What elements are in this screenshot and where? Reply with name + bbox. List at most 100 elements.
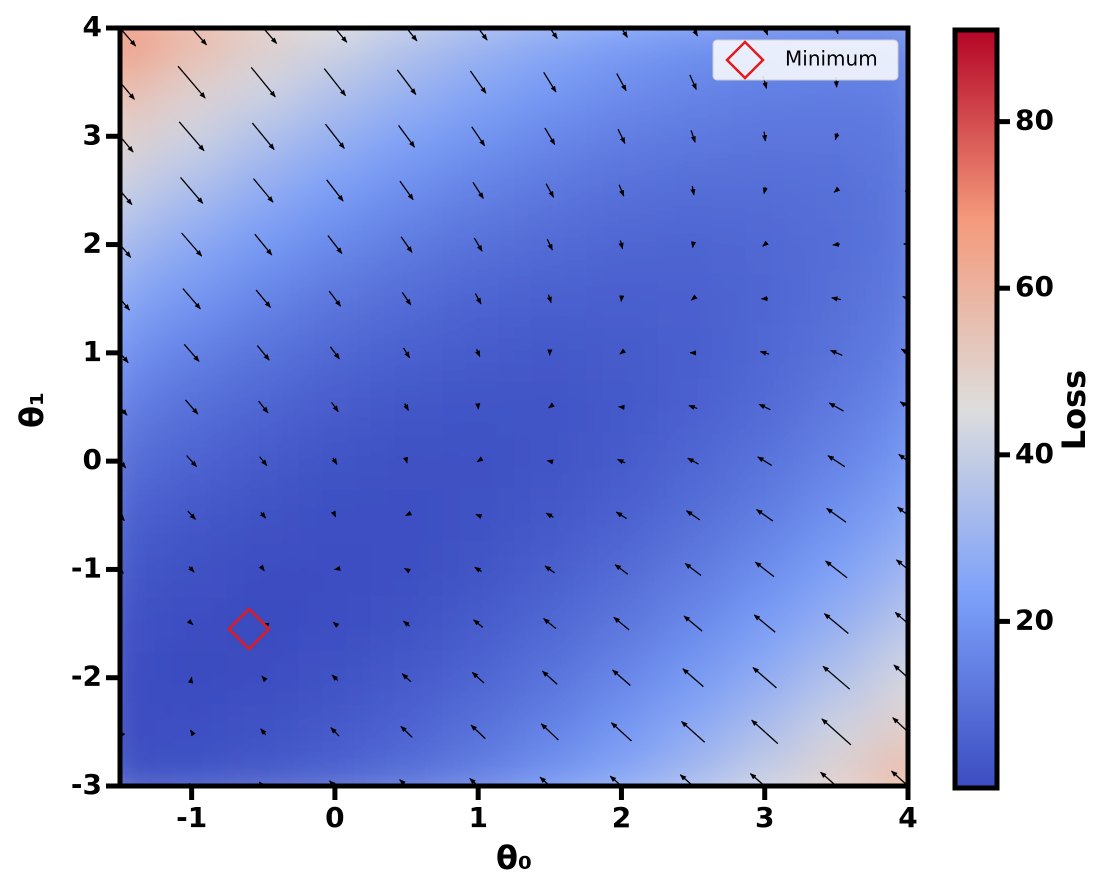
gradient-arrow <box>332 621 340 628</box>
gradient-arrow <box>250 66 276 98</box>
colorbar-tick-label: 60 <box>1015 270 1054 303</box>
gradient-arrow <box>619 348 627 355</box>
gradient-arrow <box>751 719 779 745</box>
y-tick-label: 0 <box>83 443 102 476</box>
x-tick-label: 3 <box>755 801 774 834</box>
gradient-arrow <box>469 778 480 786</box>
gradient-arrow <box>255 289 271 308</box>
gradient-arrow <box>405 28 418 42</box>
heatmap-cell <box>728 758 802 786</box>
y-tick-label: -1 <box>71 551 102 584</box>
heatmap-cell <box>872 488 908 543</box>
gradient-arrow <box>762 131 768 142</box>
gradient-arrow <box>548 402 555 409</box>
gradient-arrow <box>617 128 626 145</box>
gradient-arrow <box>681 721 706 743</box>
gradient-arrow <box>398 125 416 148</box>
gradient-arrow <box>402 347 411 359</box>
gradient-arrow <box>615 511 627 520</box>
gradient-arrow <box>825 560 848 579</box>
gradient-arrow <box>753 614 776 633</box>
gradient-arrow <box>546 238 553 251</box>
gradient-arrow <box>471 671 485 684</box>
heatmap-cell <box>514 28 587 56</box>
gradient-arrow <box>180 177 204 204</box>
gradient-arrow <box>475 513 483 519</box>
gradient-arrow <box>688 404 698 410</box>
gradient-arrow <box>690 185 696 196</box>
gradient-arrow <box>891 770 908 786</box>
gradient-arrow <box>120 189 133 206</box>
gradient-arrow <box>539 776 551 786</box>
gradient-arrow <box>189 729 196 737</box>
gradient-arrow <box>691 241 697 249</box>
heatmap-cells <box>120 28 908 786</box>
gradient-arrow <box>396 69 417 95</box>
heatmap-cell <box>872 271 908 327</box>
gradient-arrow <box>187 510 196 520</box>
gradient-arrow <box>756 508 774 522</box>
gradient-arrow <box>619 295 625 302</box>
gradient-arrow <box>833 28 839 35</box>
heatmap-cell <box>120 650 157 706</box>
gradient-arrow <box>689 74 697 91</box>
gradient-arrow <box>330 510 337 518</box>
heatmap-cell <box>872 379 908 435</box>
colorbar <box>952 27 1000 791</box>
gradient-arrow <box>820 771 838 786</box>
gradient-arrow <box>469 70 487 94</box>
heatmap-cell <box>120 704 157 760</box>
gradient-arrow <box>330 727 340 737</box>
x-tick-label: 0 <box>325 801 344 834</box>
x-axis-label: θ₀ <box>496 839 532 877</box>
gradient-arrow <box>184 399 199 415</box>
gradient-arrow <box>613 616 630 631</box>
gradient-arrow <box>902 295 908 302</box>
gradient-arrow <box>404 567 411 574</box>
gradient-arrow <box>177 65 206 99</box>
gradient-arrow <box>258 400 269 414</box>
gradient-arrow <box>259 511 267 519</box>
gradient-arrow <box>183 343 200 362</box>
gradient-arrow <box>609 775 623 786</box>
heatmap-cell <box>585 28 658 56</box>
gradient-arrow <box>475 348 481 358</box>
gradient-arrow <box>618 240 624 250</box>
gradient-arrow <box>188 566 195 573</box>
plot-frame <box>117 25 911 789</box>
gradient-arrow <box>690 294 698 301</box>
gradient-arrow <box>749 773 766 786</box>
y-tick-label: 4 <box>83 10 102 43</box>
heatmap-cell <box>227 28 300 56</box>
heatmap-cell <box>872 217 908 273</box>
gradient-arrow <box>541 670 558 685</box>
gradient-arrow <box>402 620 411 627</box>
gradient-arrow <box>120 460 127 469</box>
gradient-arrow <box>758 403 771 411</box>
heatmap-cell <box>120 434 157 489</box>
heatmap-cell <box>370 28 443 56</box>
colorbar-tick-label: 80 <box>1015 104 1054 137</box>
gradient-arrow <box>690 130 696 143</box>
gradient-arrow <box>679 774 695 786</box>
gradient-arrow <box>254 233 273 256</box>
gradient-arrow <box>178 121 205 152</box>
y-tick-label: 2 <box>83 227 102 260</box>
gradient-arrow <box>471 126 486 147</box>
x-tick-label: 2 <box>612 801 631 834</box>
gradient-arrow <box>334 28 348 43</box>
gradient-arrow <box>252 178 274 203</box>
gradient-arrow <box>614 564 629 575</box>
gradient-arrow <box>546 294 552 304</box>
gradient-arrow <box>895 559 908 571</box>
x-tick-label: 1 <box>468 801 487 834</box>
gradient-arrow <box>546 459 554 465</box>
gradient-arrow <box>897 506 908 517</box>
gradient-arrow <box>120 81 135 100</box>
gradient-arrow <box>120 351 129 364</box>
gradient-arrow <box>757 456 773 466</box>
heatmap-cell <box>120 55 157 110</box>
gradient-arrow <box>544 565 556 574</box>
heatmap-cell <box>227 758 300 786</box>
heatmap-cell <box>120 542 157 597</box>
